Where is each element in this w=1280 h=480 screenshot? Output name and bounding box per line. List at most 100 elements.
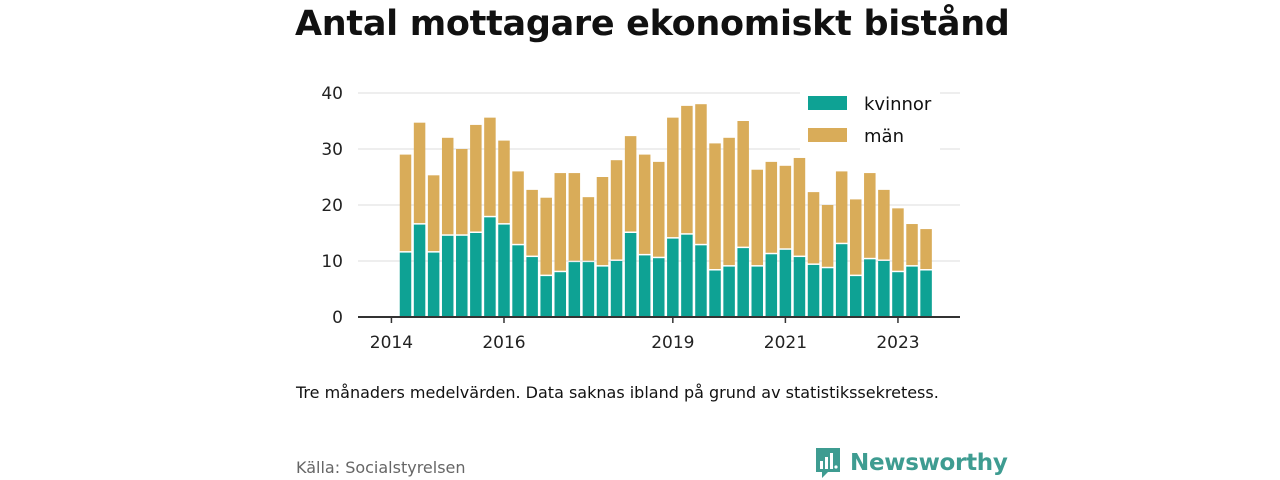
chart-note: Tre månaders medelvärden. Data saknas ib…: [296, 383, 939, 402]
bar-kvinnor: [906, 266, 918, 317]
bar-kvinnor: [751, 266, 763, 317]
bar-kvinnor: [582, 262, 595, 317]
bar-man: [484, 117, 496, 216]
bar-man: [737, 121, 749, 247]
legend-swatch-man: [808, 128, 847, 142]
bar-man: [540, 197, 552, 275]
bar-man: [456, 149, 468, 235]
bar-man: [906, 224, 918, 266]
bar-man: [638, 154, 651, 254]
bar-man: [709, 143, 721, 270]
brand-name: Newsworthy: [850, 450, 1008, 476]
bar-man: [878, 189, 890, 260]
bar-kvinnor: [512, 245, 524, 317]
x-tick-label: 2021: [764, 333, 807, 353]
bar-man: [920, 229, 932, 270]
bar-man: [624, 136, 637, 232]
bar-man: [807, 192, 820, 264]
bar-kvinnor: [737, 248, 749, 317]
bar-man: [498, 140, 510, 224]
bar-kvinnor: [568, 262, 581, 317]
bar-kvinnor: [554, 272, 567, 317]
bars: [399, 104, 932, 317]
legend: kvinnor män: [800, 88, 940, 150]
x-tick-label: 2019: [651, 333, 694, 353]
bar-man: [751, 169, 763, 266]
bar-kvinnor: [667, 238, 679, 317]
y-tick-label: 30: [321, 140, 343, 160]
bar-kvinnor: [807, 264, 820, 317]
bar-man: [653, 161, 665, 257]
legend-label: män: [864, 126, 904, 147]
bar-kvinnor: [413, 224, 426, 317]
axes: 0 10 20 30 40 2014 2016 2019 2021 2023: [321, 84, 960, 353]
bar-kvinnor: [864, 259, 876, 317]
bar-man: [427, 175, 440, 252]
chart-title: Antal mottagare ekonomiskt bistånd: [295, 4, 1010, 44]
bar-man: [413, 122, 426, 224]
bar-man: [568, 173, 581, 261]
y-tick-label: 0: [332, 308, 343, 328]
brand-logo[interactable]: Newsworthy: [814, 446, 1008, 480]
bar-man: [610, 160, 623, 260]
x-tick-label: 2014: [370, 333, 413, 353]
bar-kvinnor: [540, 276, 552, 317]
bar-chart-speech-bubble-icon: [816, 448, 840, 478]
source-text: Källa: Socialstyrelsen: [296, 458, 466, 477]
bar-kvinnor: [526, 257, 538, 317]
bar-kvinnor: [427, 252, 440, 317]
bar-man: [849, 199, 862, 275]
bar-man: [864, 173, 876, 258]
bar-man: [765, 161, 778, 253]
bar-man: [526, 189, 538, 256]
y-tick-label: 40: [321, 84, 343, 104]
bar-kvinnor: [695, 245, 707, 317]
bar-man: [399, 154, 412, 252]
bar-kvinnor: [920, 270, 932, 317]
bar-kvinnor: [624, 233, 637, 317]
bar-kvinnor: [498, 224, 510, 317]
bar-kvinnor: [849, 276, 862, 317]
bar-kvinnor: [610, 261, 623, 317]
bar-kvinnor: [765, 254, 778, 317]
legend-swatch-kvinnor: [808, 96, 847, 110]
bar-man: [512, 171, 524, 244]
y-tick-label: 20: [321, 196, 343, 216]
bar-kvinnor: [723, 266, 735, 317]
bar-kvinnor: [456, 235, 468, 317]
bar-man: [667, 117, 679, 238]
bar-man: [681, 105, 693, 234]
bar-kvinnor: [709, 270, 721, 317]
bar-kvinnor: [638, 255, 651, 317]
bar-kvinnor: [779, 249, 792, 317]
bar-man: [554, 173, 567, 271]
bar-kvinnor: [653, 258, 665, 317]
bar-kvinnor: [681, 234, 693, 317]
bar-man: [596, 177, 609, 266]
bar-kvinnor: [441, 235, 454, 317]
bar-kvinnor: [484, 217, 496, 317]
bar-kvinnor: [892, 272, 904, 317]
bar-man: [470, 124, 482, 232]
bar-man: [695, 104, 707, 244]
bar-kvinnor: [821, 268, 834, 317]
bar-man: [821, 205, 834, 267]
bar-kvinnor: [878, 261, 890, 317]
bar-kvinnor: [835, 244, 848, 317]
x-tick-label: 2023: [876, 333, 919, 353]
x-tick-label: 2016: [482, 333, 525, 353]
bar-kvinnor: [399, 252, 412, 317]
bar-man: [793, 157, 806, 256]
bar-man: [892, 208, 904, 271]
legend-label: kvinnor: [864, 94, 932, 115]
bar-man: [835, 171, 848, 243]
bar-man: [441, 137, 454, 235]
bar-man: [723, 137, 735, 266]
bar-man: [779, 165, 792, 249]
y-tick-label: 10: [321, 252, 343, 272]
bar-man: [582, 197, 595, 261]
bar-kvinnor: [596, 266, 609, 317]
bar-kvinnor: [793, 257, 806, 317]
bar-kvinnor: [470, 233, 482, 317]
